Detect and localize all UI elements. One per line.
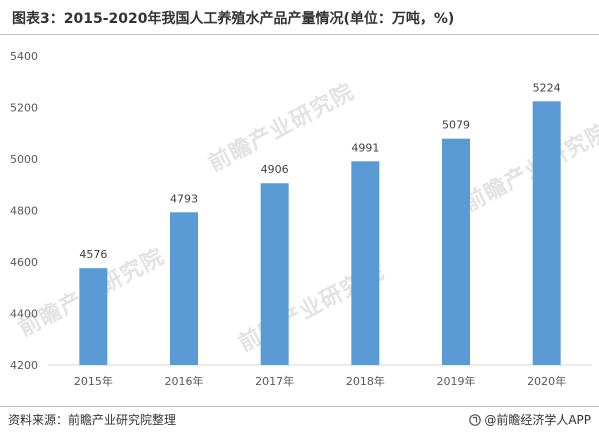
brand-logo-icon: [469, 413, 482, 426]
y-tick-label: 5000: [10, 153, 38, 166]
bar-value-label: 5079: [442, 119, 470, 132]
x-tick-label: 2020年: [527, 374, 566, 388]
source-note: 资料来源：前瞻产业研究院整理: [8, 413, 177, 427]
chart-title: 图表3：2015-2020年我国人工养殖水产品产量情况(单位：万吨，%): [12, 11, 455, 27]
bar-value-label: 5224: [533, 81, 561, 94]
bar: [532, 101, 561, 365]
y-tick-label: 5200: [10, 102, 38, 115]
bar: [351, 161, 380, 365]
brand-text: @前瞻经济学人APP: [484, 413, 591, 427]
y-tick-label: 4600: [10, 256, 38, 269]
bar: [442, 138, 470, 365]
y-tick-label: 4800: [10, 205, 38, 218]
y-tick-label: 5400: [10, 50, 38, 63]
footer-divider: [0, 406, 599, 407]
brand-credit: @前瞻经济学人APP: [469, 411, 591, 428]
y-tick-label: 4200: [10, 359, 38, 372]
title-divider: [0, 34, 599, 35]
bar: [260, 183, 289, 365]
bar-value-label: 4991: [351, 141, 379, 154]
bar: [79, 268, 108, 365]
bar-value-label: 4576: [79, 248, 107, 261]
x-tick-label: 2017年: [255, 374, 294, 388]
x-tick-label: 2018年: [346, 374, 385, 388]
bar-value-label: 4906: [261, 163, 289, 176]
y-tick-label: 4400: [10, 308, 38, 321]
bar-value-label: 4793: [170, 192, 198, 205]
x-tick-label: 2015年: [74, 374, 113, 388]
x-tick-label: 2019年: [437, 374, 476, 388]
bar: [170, 212, 198, 365]
x-tick-label: 2016年: [165, 374, 204, 388]
